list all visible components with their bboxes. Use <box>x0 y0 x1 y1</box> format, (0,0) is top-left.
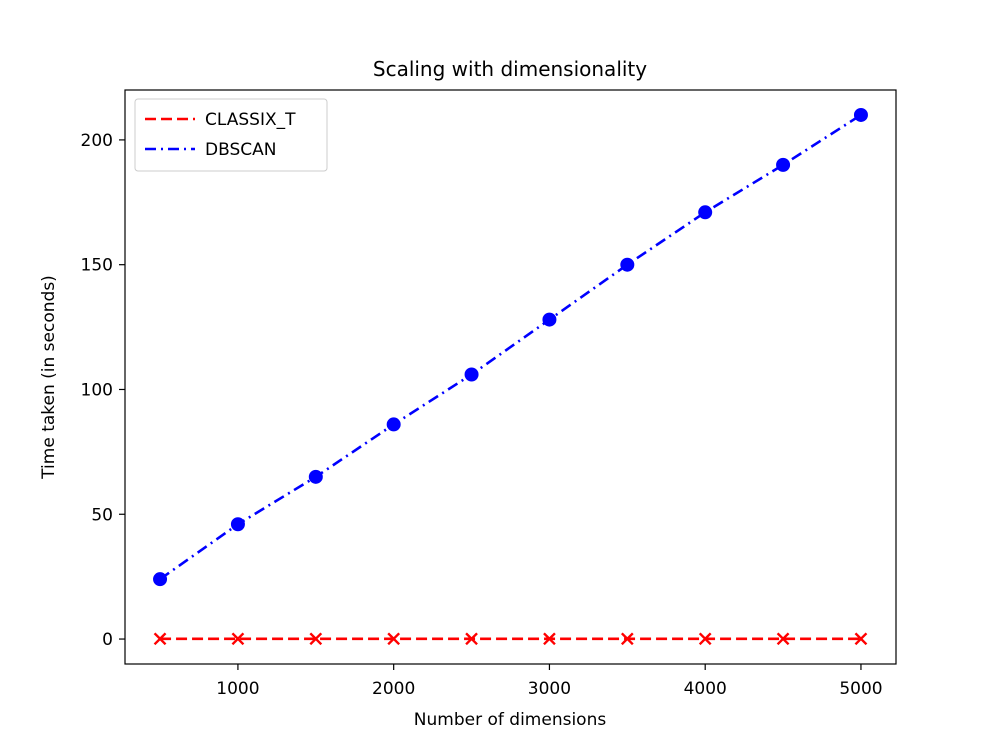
x-tick-label: 1000 <box>216 679 259 699</box>
data-point-classix-t <box>698 632 712 646</box>
data-point-dbscan <box>464 367 479 382</box>
data-point-dbscan <box>542 312 557 327</box>
data-point-dbscan <box>386 417 401 432</box>
data-point-classix-t <box>387 632 401 646</box>
axes-frame <box>124 89 897 665</box>
data-point-classix-t <box>153 632 167 646</box>
data-point-classix-t <box>854 632 868 646</box>
data-point-dbscan <box>620 257 635 272</box>
data-point-classix-t <box>543 632 556 646</box>
legend: CLASSIX_T DBSCAN <box>134 98 328 172</box>
x-tick-label: 5000 <box>839 679 882 699</box>
marker-x-stroke <box>387 632 401 646</box>
data-point-classix-t <box>465 632 478 646</box>
x-tick-label: 2000 <box>372 679 415 699</box>
marker-x-stroke <box>153 632 167 646</box>
marker-x-stroke <box>309 632 323 646</box>
data-point-classix-t <box>309 632 323 646</box>
marker-x-stroke <box>698 632 712 646</box>
marker-x-stroke <box>776 632 790 646</box>
series-line-dbscan <box>159 113 862 581</box>
marker-x-stroke <box>620 632 634 646</box>
data-point-classix-t <box>620 632 634 646</box>
data-point-dbscan <box>698 205 713 220</box>
x-tick-label: 3000 <box>528 679 571 699</box>
data-point-dbscan <box>230 517 245 532</box>
legend-box <box>134 98 328 172</box>
y-tick-label: 150 <box>81 256 113 276</box>
y-tick-label: 200 <box>81 131 113 151</box>
data-point-dbscan <box>776 157 791 172</box>
data-point-dbscan <box>308 469 323 484</box>
y-axis-label: Time taken (in seconds) <box>39 275 59 480</box>
axis-ticks: 1000 2000 3000 4000 5000 0 50 100 150 200 <box>81 131 883 699</box>
data-point-dbscan <box>853 107 868 122</box>
y-tick-label: 100 <box>81 380 113 400</box>
data-point-classix-t <box>231 632 245 646</box>
data-point-dbscan <box>153 572 168 587</box>
legend-label-classix-t: CLASSIX_T <box>205 110 296 130</box>
data-point-classix-t <box>776 632 790 646</box>
y-tick-label: 50 <box>91 505 113 525</box>
y-tick-label: 0 <box>102 630 113 650</box>
marker-x-stroke <box>231 632 245 646</box>
marker-x-stroke <box>854 632 868 646</box>
x-axis-label: Number of dimensions <box>414 710 607 730</box>
legend-label-dbscan: DBSCAN <box>205 140 276 160</box>
chart-title: Scaling with dimensionality <box>373 57 647 81</box>
x-tick-label: 4000 <box>684 679 727 699</box>
marker-x-stroke <box>543 632 556 646</box>
marker-x-stroke <box>465 632 478 646</box>
plot-area <box>153 107 868 646</box>
